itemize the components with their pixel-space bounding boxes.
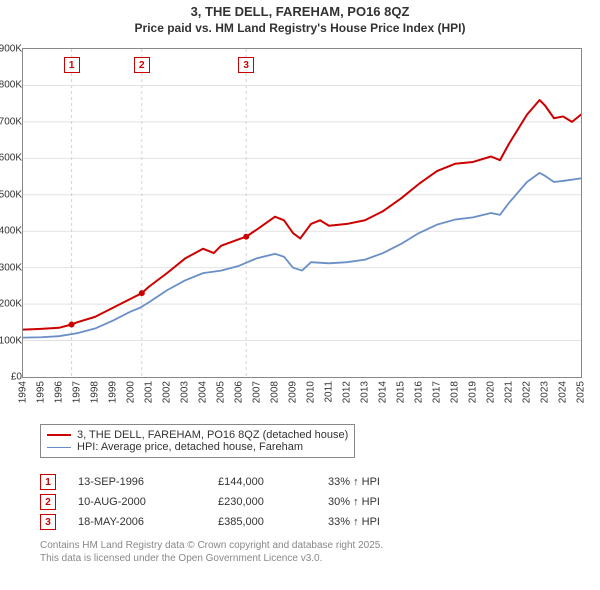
title-line-1: 3, THE DELL, FAREHAM, PO16 8QZ <box>0 4 600 19</box>
x-axis-label: 1998 <box>90 381 101 403</box>
legend-label: 3, THE DELL, FAREHAM, PO16 8QZ (detached… <box>77 429 348 441</box>
x-axis-label: 2007 <box>252 381 263 403</box>
x-axis-label: 1994 <box>18 381 29 403</box>
sale-price: £230,000 <box>218 496 328 508</box>
sale-date: 18-MAY-2006 <box>78 516 218 528</box>
x-axis-label: 2021 <box>504 381 515 403</box>
chart: £0£100K£200K£300K£400K£500K£600K£700K£80… <box>22 48 582 378</box>
sale-pct: 30% ↑ HPI <box>328 496 428 508</box>
sale-price: £144,000 <box>218 476 328 488</box>
x-axis-label: 2005 <box>216 381 227 403</box>
x-axis-label: 2008 <box>270 381 281 403</box>
sale-date: 10-AUG-2000 <box>78 496 218 508</box>
attribution-line-2: This data is licensed under the Open Gov… <box>40 553 383 566</box>
table-row: 2 10-AUG-2000 £230,000 30% ↑ HPI <box>40 492 428 512</box>
x-axis-label: 2017 <box>432 381 443 403</box>
x-axis-label: 2016 <box>414 381 425 403</box>
y-axis-label: £400K <box>0 226 23 237</box>
title-block: 3, THE DELL, FAREHAM, PO16 8QZ Price pai… <box>0 0 600 35</box>
legend: 3, THE DELL, FAREHAM, PO16 8QZ (detached… <box>40 424 355 458</box>
sale-pct: 33% ↑ HPI <box>328 516 428 528</box>
chart-sale-marker: 3 <box>238 57 254 73</box>
title-line-2: Price paid vs. HM Land Registry's House … <box>0 21 600 35</box>
sale-marker-icon: 3 <box>40 514 56 530</box>
y-axis-label: £600K <box>0 153 23 164</box>
x-axis-label: 2014 <box>378 381 389 403</box>
x-axis-label: 2010 <box>306 381 317 403</box>
sale-price: £385,000 <box>218 516 328 528</box>
x-axis-label: 1997 <box>72 381 83 403</box>
y-axis-label: £100K <box>0 335 23 346</box>
page: 3, THE DELL, FAREHAM, PO16 8QZ Price pai… <box>0 0 600 590</box>
attribution-line-1: Contains HM Land Registry data © Crown c… <box>40 540 383 553</box>
x-axis-label: 2012 <box>342 381 353 403</box>
x-axis-label: 2009 <box>288 381 299 403</box>
table-row: 1 13-SEP-1996 £144,000 33% ↑ HPI <box>40 472 428 492</box>
x-axis-label: 2018 <box>450 381 461 403</box>
y-axis-label: £900K <box>0 44 23 55</box>
x-axis-label: 1999 <box>108 381 119 403</box>
sale-date: 13-SEP-1996 <box>78 476 218 488</box>
sale-marker-icon: 2 <box>40 494 56 510</box>
x-axis-label: 2011 <box>324 381 335 403</box>
x-axis-label: 2000 <box>126 381 137 403</box>
y-axis-label: £300K <box>0 262 23 273</box>
chart-svg <box>23 49 581 377</box>
legend-item: 3, THE DELL, FAREHAM, PO16 8QZ (detached… <box>47 429 348 441</box>
x-axis-label: 2003 <box>180 381 191 403</box>
x-axis-label: 2004 <box>198 381 209 403</box>
x-axis-label: 1995 <box>36 381 47 403</box>
y-axis-label: £500K <box>0 189 23 200</box>
sale-pct: 33% ↑ HPI <box>328 476 428 488</box>
x-axis-label: 2023 <box>540 381 551 403</box>
x-axis-label: 2006 <box>234 381 245 403</box>
x-axis-label: 2020 <box>486 381 497 403</box>
x-axis-label: 2015 <box>396 381 407 403</box>
x-axis-label: 2019 <box>468 381 479 403</box>
y-axis-label: £800K <box>0 80 23 91</box>
legend-swatch <box>47 434 71 436</box>
x-axis-label: 2001 <box>144 381 155 403</box>
legend-label: HPI: Average price, detached house, Fare… <box>77 441 303 453</box>
table-row: 3 18-MAY-2006 £385,000 33% ↑ HPI <box>40 512 428 532</box>
y-axis-label: £700K <box>0 116 23 127</box>
sales-table: 1 13-SEP-1996 £144,000 33% ↑ HPI 2 10-AU… <box>40 472 428 532</box>
x-axis-label: 2022 <box>522 381 533 403</box>
sale-marker-icon: 1 <box>40 474 56 490</box>
x-axis-label: 2013 <box>360 381 371 403</box>
legend-swatch <box>47 447 71 448</box>
chart-sale-marker: 1 <box>64 57 80 73</box>
legend-item: HPI: Average price, detached house, Fare… <box>47 441 348 453</box>
chart-sale-marker: 2 <box>134 57 150 73</box>
x-axis-label: 2025 <box>576 381 587 403</box>
attribution: Contains HM Land Registry data © Crown c… <box>40 540 383 565</box>
x-axis-label: 1996 <box>54 381 65 403</box>
x-axis-label: 2002 <box>162 381 173 403</box>
y-axis-label: £200K <box>0 299 23 310</box>
x-axis-label: 2024 <box>558 381 569 403</box>
